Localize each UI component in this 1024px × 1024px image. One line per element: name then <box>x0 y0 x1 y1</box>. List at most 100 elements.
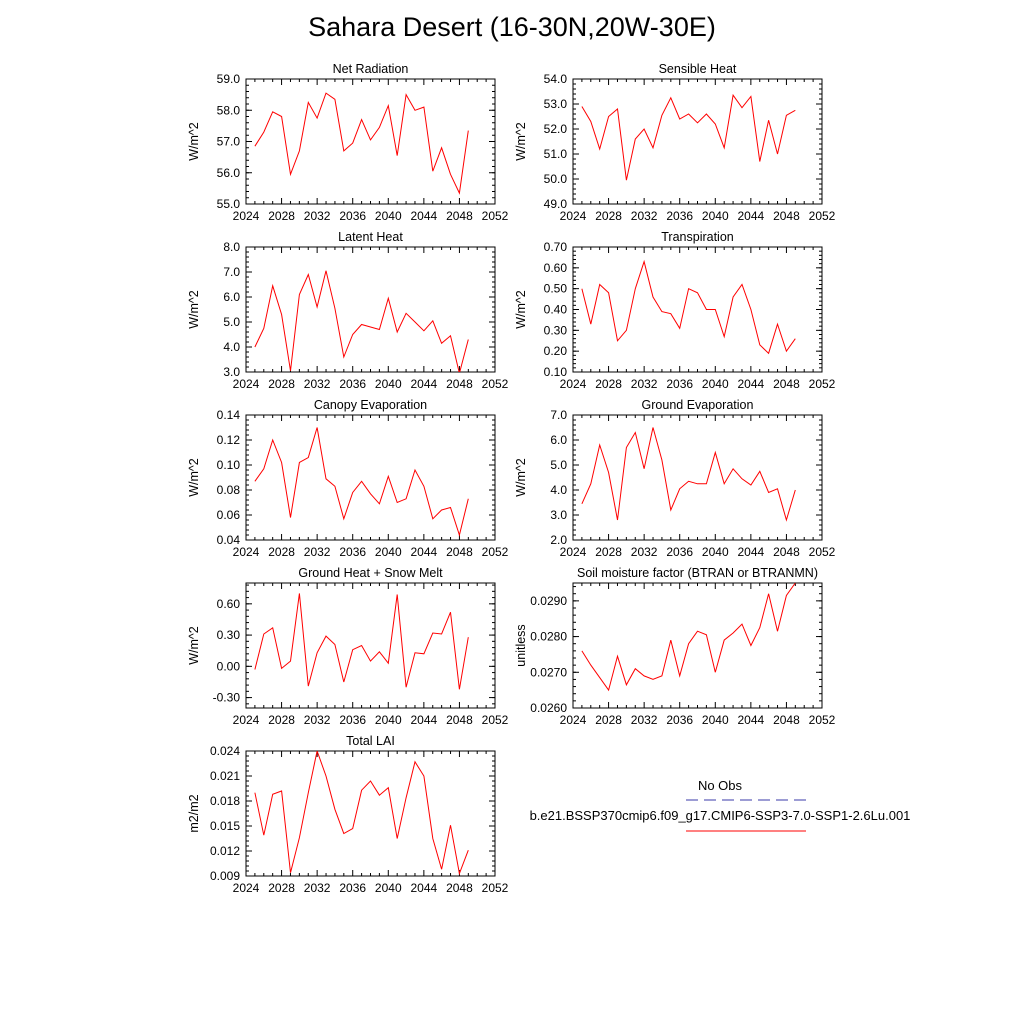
series-line <box>581 427 796 522</box>
series-line <box>254 593 469 690</box>
x-tick-label: 2036 <box>666 377 693 391</box>
x-tick-label: 2028 <box>595 545 622 559</box>
y-tick-label: 7.0 <box>550 408 567 422</box>
y-tick-label: 0.00 <box>217 659 241 673</box>
x-tick-label: 2028 <box>595 377 622 391</box>
y-tick-label: 2.0 <box>550 533 567 547</box>
x-tick-label: 2024 <box>233 713 260 727</box>
y-tick-label: 0.0280 <box>530 630 567 644</box>
x-tick-label: 2040 <box>375 881 402 895</box>
x-tick-label: 2028 <box>595 713 622 727</box>
y-tick-label: 0.10 <box>544 365 568 379</box>
x-tick-label: 2028 <box>595 209 622 223</box>
plot-frame <box>245 78 496 205</box>
plot-frame <box>245 246 496 373</box>
x-tick-label: 2052 <box>482 545 509 559</box>
series-line <box>581 583 796 692</box>
panel-title: Latent Heat <box>338 230 403 244</box>
x-tick-label: 2040 <box>702 713 729 727</box>
plot-frame <box>245 414 496 541</box>
x-tick-label: 2048 <box>446 881 473 895</box>
x-tick-label: 2044 <box>738 377 765 391</box>
x-tick-label: 2044 <box>738 545 765 559</box>
y-tick-label: -0.30 <box>213 691 241 705</box>
panel-title: Ground Heat + Snow Melt <box>298 566 443 580</box>
x-tick-label: 2028 <box>268 713 295 727</box>
x-tick-label: 2032 <box>304 881 331 895</box>
x-tick-label: 2052 <box>482 713 509 727</box>
panel-title: Ground Evaporation <box>642 398 754 412</box>
y-tick-label: 0.10 <box>217 458 241 472</box>
legend-case-line <box>686 830 806 832</box>
series-line <box>254 427 469 537</box>
y-tick-label: 0.40 <box>544 303 568 317</box>
y-tick-label: 0.60 <box>217 597 241 611</box>
x-tick-label: 2040 <box>375 545 402 559</box>
y-tick-label: 0.0290 <box>530 594 567 608</box>
y-tick-label: 0.0270 <box>530 665 567 679</box>
y-tick-label: 5.0 <box>223 315 240 329</box>
y-tick-label: 52.0 <box>544 122 568 136</box>
panel-3: Latent Heat 2024 2028 2032 2036 2040 2044 2048 2… <box>187 230 509 391</box>
x-tick-label: 2036 <box>339 209 366 223</box>
y-tick-label: 0.08 <box>217 483 241 497</box>
y-tick-label: 55.0 <box>217 197 241 211</box>
y-axis-label: W/m^2 <box>514 290 528 329</box>
legend-obs-label: No Obs <box>697 778 743 793</box>
y-tick-label: 8.0 <box>223 240 240 254</box>
panel-title: Canopy Evaporation <box>314 398 427 412</box>
y-tick-label: 50.0 <box>544 172 568 186</box>
x-tick-label: 2024 <box>560 209 587 223</box>
y-tick-label: 0.14 <box>217 408 241 422</box>
legend-case-label: b.e21.BSSP370cmip6.f09_g17.CMIP6-SSP3-7.… <box>529 808 911 823</box>
x-tick-label: 2024 <box>560 545 587 559</box>
plot-frame <box>245 582 496 709</box>
x-tick-label: 2052 <box>482 881 509 895</box>
x-tick-label: 2048 <box>773 209 800 223</box>
x-tick-label: 2028 <box>268 545 295 559</box>
x-tick-label: 2048 <box>446 377 473 391</box>
x-tick-label: 2044 <box>411 881 438 895</box>
y-tick-label: 56.0 <box>217 166 241 180</box>
x-tick-label: 2024 <box>233 209 260 223</box>
y-tick-label: 0.0260 <box>530 701 567 715</box>
x-tick-label: 2052 <box>809 377 836 391</box>
y-axis-label: W/m^2 <box>187 290 201 329</box>
y-tick-label: 0.015 <box>210 819 240 833</box>
y-tick-label: 51.0 <box>544 147 568 161</box>
x-tick-label: 2032 <box>304 713 331 727</box>
y-tick-label: 59.0 <box>217 72 241 86</box>
panel-title: Transpiration <box>661 230 734 244</box>
y-tick-label: 0.024 <box>210 744 240 758</box>
y-tick-label: 0.04 <box>217 533 241 547</box>
x-tick-label: 2036 <box>339 881 366 895</box>
y-tick-label: 0.012 <box>210 844 240 858</box>
panel-title: Total LAI <box>346 734 395 748</box>
x-tick-label: 2048 <box>446 713 473 727</box>
y-tick-label: 6.0 <box>223 290 240 304</box>
x-tick-label: 2028 <box>268 377 295 391</box>
x-tick-label: 2032 <box>631 713 658 727</box>
x-tick-label: 2032 <box>304 377 331 391</box>
x-tick-label: 2032 <box>631 209 658 223</box>
x-tick-label: 2036 <box>666 713 693 727</box>
panel-8: Soil moisture factor (BTRAN or BTRANMN) 2… <box>514 566 836 727</box>
y-tick-label: 3.0 <box>550 508 567 522</box>
x-tick-label: 2044 <box>411 545 438 559</box>
x-tick-label: 2052 <box>809 713 836 727</box>
y-tick-label: 0.30 <box>217 628 241 642</box>
legend-obs-line <box>686 799 806 801</box>
panel-title: Soil moisture factor (BTRAN or BTRANMN) <box>577 566 818 580</box>
y-tick-label: 0.12 <box>217 433 241 447</box>
x-tick-label: 2048 <box>773 713 800 727</box>
x-tick-label: 2052 <box>482 377 509 391</box>
x-tick-label: 2024 <box>233 545 260 559</box>
y-axis-label: W/m^2 <box>187 458 201 497</box>
x-tick-label: 2044 <box>738 713 765 727</box>
panel-5: Canopy Evaporation 2024 2028 2032 2036 2040 20… <box>187 398 509 559</box>
y-tick-label: 49.0 <box>544 197 568 211</box>
x-tick-label: 2024 <box>560 713 587 727</box>
x-tick-label: 2032 <box>631 377 658 391</box>
panel-6: Ground Evaporation 2024 2028 2032 2036 2040 20… <box>514 398 836 559</box>
